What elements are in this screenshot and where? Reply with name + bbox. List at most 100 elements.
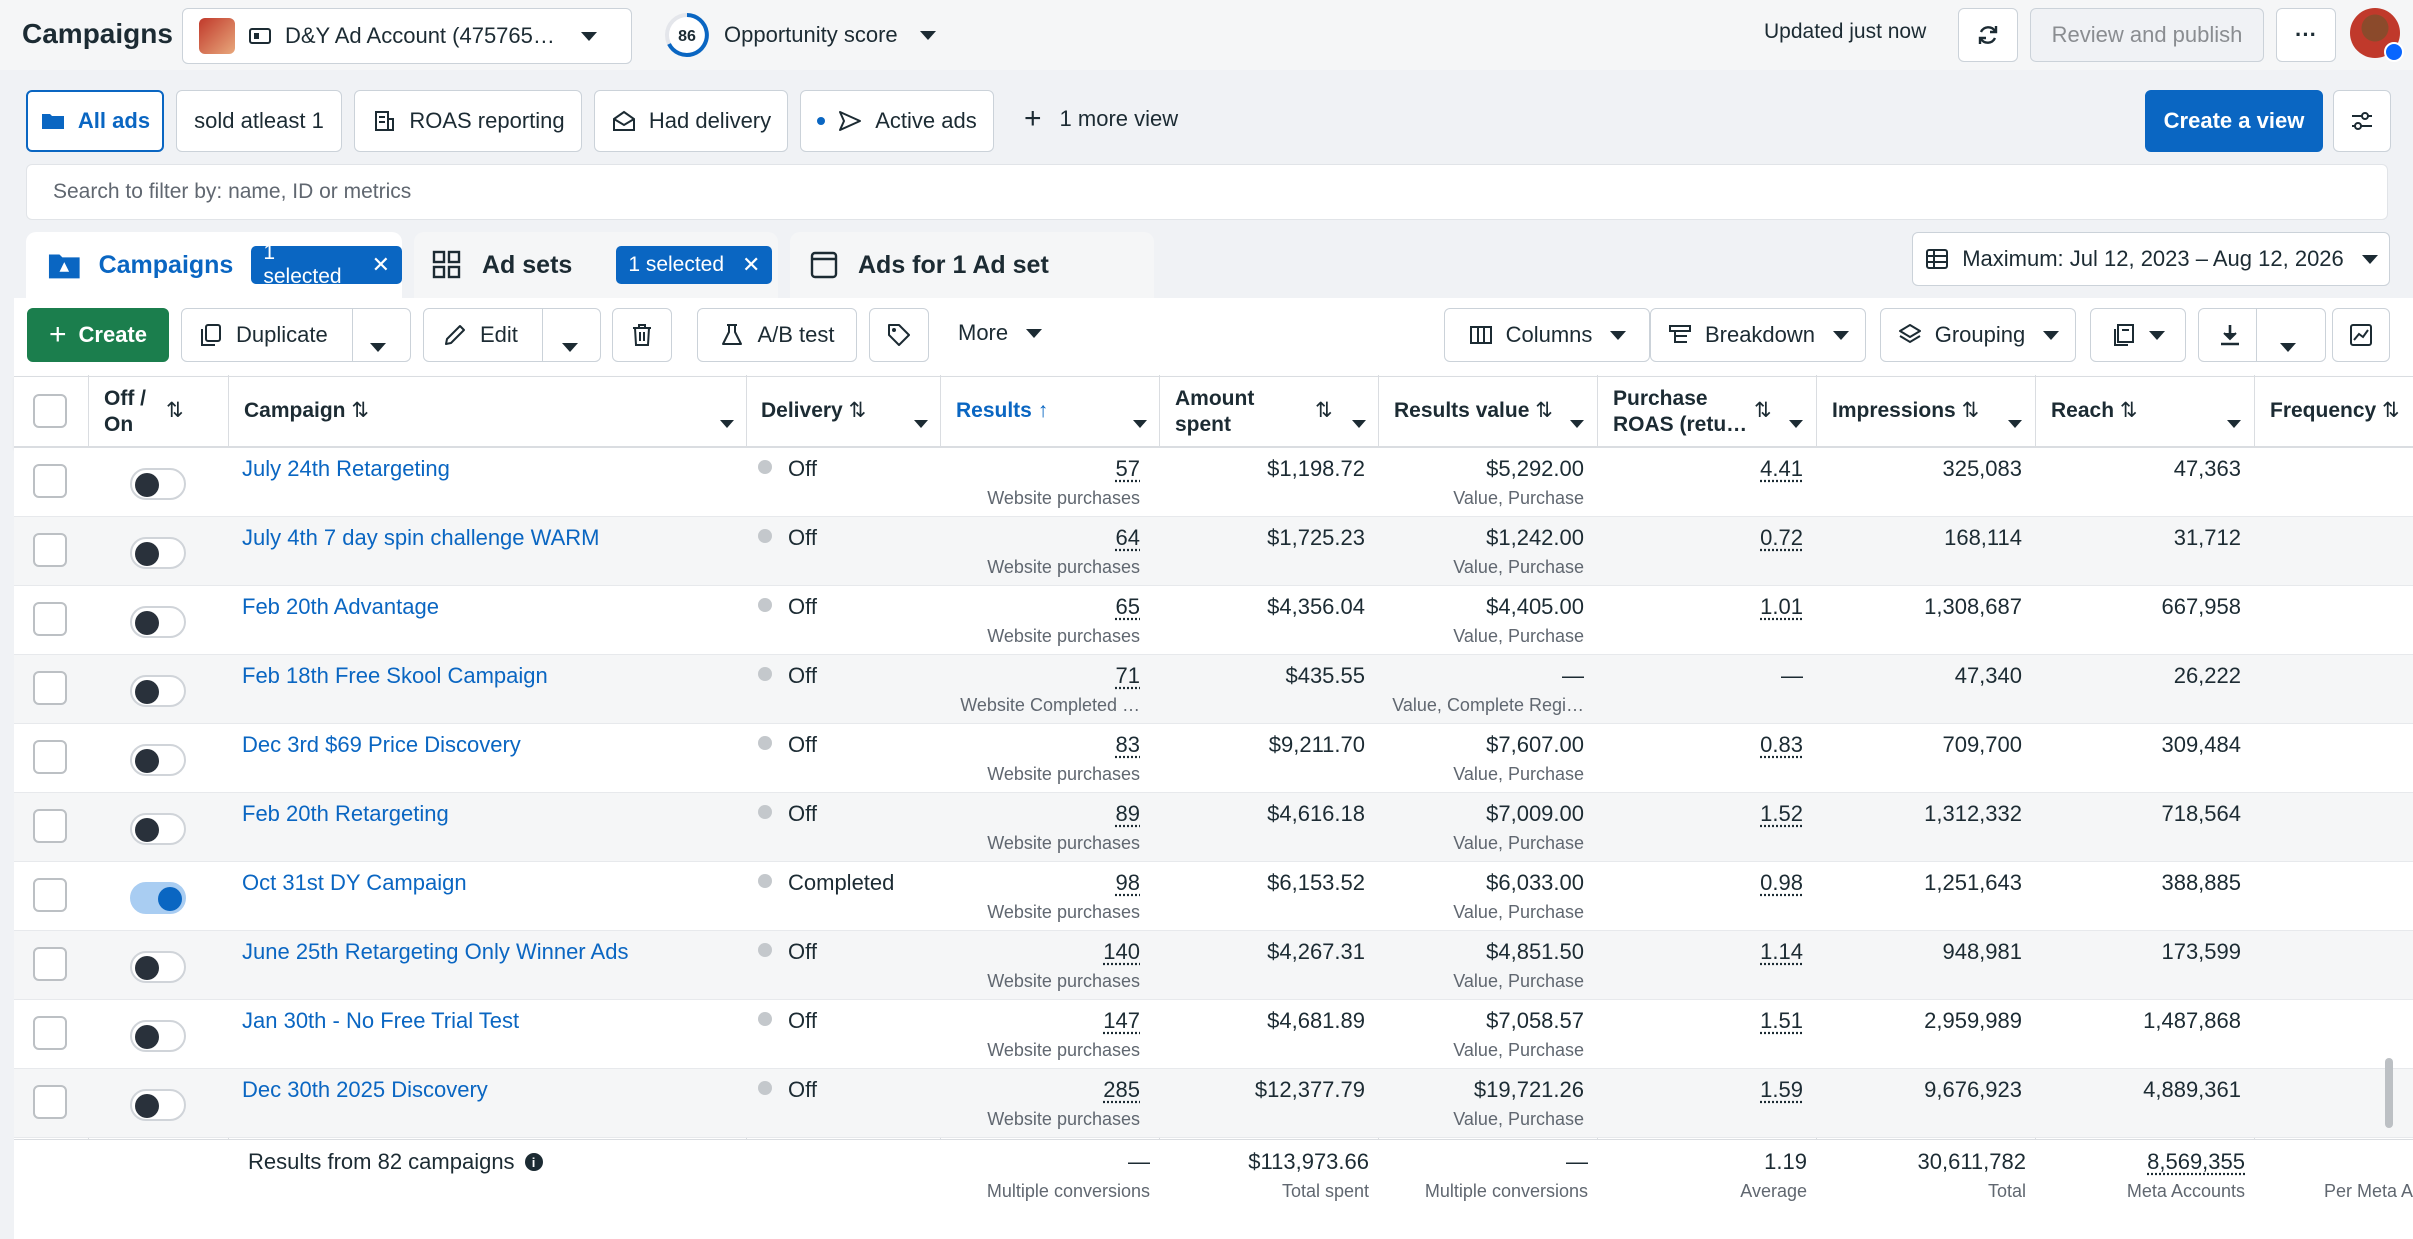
- row-checkbox[interactable]: [33, 1085, 67, 1119]
- export-button[interactable]: [2198, 308, 2326, 362]
- edit-button[interactable]: Edit: [423, 308, 601, 362]
- column-menu-icon[interactable]: [1570, 408, 1584, 434]
- table-row[interactable]: [14, 448, 2413, 517]
- vertical-scrollbar[interactable]: [2385, 1058, 2393, 1128]
- table-row[interactable]: [14, 862, 2413, 931]
- campaign-name-link[interactable]: Feb 20th Retargeting: [242, 801, 449, 826]
- tab-ad-sets[interactable]: Ad sets 1 selected ✕: [414, 232, 778, 298]
- campaign-toggle[interactable]: [130, 813, 186, 845]
- info-icon[interactable]: i: [524, 1153, 543, 1171]
- view-all-ads[interactable]: All ads: [26, 90, 164, 152]
- view-roas-reporting[interactable]: ROAS reporting: [354, 90, 582, 152]
- purchase-roas[interactable]: 0.83: [1760, 732, 1803, 757]
- campaign-toggle[interactable]: [130, 1020, 186, 1052]
- ab-test-button[interactable]: A/B test: [697, 308, 857, 362]
- header-results-value[interactable]: Results value ⇅: [1394, 398, 1553, 424]
- results-value[interactable]: 98: [1115, 870, 1140, 895]
- campaign-name-link[interactable]: July 4th 7 day spin challenge WARM: [242, 525, 600, 550]
- campaign-name-link[interactable]: Oct 31st DY Campaign: [242, 870, 467, 895]
- results-value[interactable]: 89: [1115, 801, 1140, 826]
- table-row[interactable]: [14, 1069, 2413, 1138]
- campaigns-selected-chip[interactable]: 1 selected ✕: [251, 241, 402, 288]
- campaign-toggle[interactable]: [130, 951, 186, 983]
- campaign-toggle[interactable]: [130, 468, 186, 500]
- sort-icon[interactable]: ⇅: [1754, 399, 1772, 422]
- results-value[interactable]: 64: [1115, 525, 1140, 550]
- row-checkbox[interactable]: [33, 947, 67, 981]
- column-menu-icon[interactable]: [720, 408, 734, 434]
- header-purchase-roas[interactable]: Purchase ROAS (retu…: [1613, 386, 1747, 438]
- campaign-name-link[interactable]: Dec 3rd $69 Price Discovery: [242, 732, 521, 757]
- purchase-roas[interactable]: 1.14: [1760, 939, 1803, 964]
- campaign-name-link[interactable]: Feb 18th Free Skool Campaign: [242, 663, 548, 688]
- campaign-toggle[interactable]: [130, 1089, 186, 1121]
- campaign-toggle[interactable]: [130, 675, 186, 707]
- campaign-name-link[interactable]: Jan 30th - No Free Trial Test: [242, 1008, 520, 1033]
- table-row[interactable]: [14, 517, 2413, 586]
- opportunity-score-button[interactable]: 86 Opportunity score: [664, 10, 936, 60]
- campaign-toggle[interactable]: [130, 606, 186, 638]
- adsets-selected-chip[interactable]: 1 selected ✕: [616, 246, 773, 284]
- purchase-roas[interactable]: 0.72: [1760, 525, 1803, 550]
- column-menu-icon[interactable]: [1133, 408, 1147, 434]
- select-all-checkbox[interactable]: [33, 394, 67, 428]
- view-active-ads[interactable]: Active ads: [800, 90, 994, 152]
- table-row[interactable]: [14, 931, 2413, 1000]
- charts-button[interactable]: [2332, 308, 2390, 362]
- row-checkbox[interactable]: [33, 809, 67, 843]
- row-checkbox[interactable]: [33, 1016, 67, 1050]
- view-sold-atleast-1[interactable]: sold atleast 1: [176, 90, 342, 152]
- row-checkbox[interactable]: [33, 602, 67, 636]
- more-views-button[interactable]: + 1 more view: [1024, 104, 1178, 134]
- close-icon[interactable]: ✕: [371, 252, 390, 277]
- refresh-button[interactable]: [1958, 8, 2018, 62]
- row-checkbox[interactable]: [33, 878, 67, 912]
- export-dropdown-button[interactable]: [2280, 332, 2296, 358]
- header-reach[interactable]: Reach ⇅: [2051, 398, 2137, 424]
- column-menu-icon[interactable]: [1352, 408, 1366, 434]
- sort-icon[interactable]: ⇅: [166, 399, 184, 422]
- results-value[interactable]: 71: [1115, 663, 1140, 688]
- more-actions-button[interactable]: More: [958, 320, 1043, 346]
- purchase-roas[interactable]: 0.98: [1760, 870, 1803, 895]
- summary-reach[interactable]: 8,569,355: [2147, 1149, 2245, 1174]
- row-checkbox[interactable]: [33, 464, 67, 498]
- purchase-roas[interactable]: 1.59: [1760, 1077, 1803, 1102]
- delete-button[interactable]: [612, 308, 672, 362]
- table-row[interactable]: [14, 724, 2413, 793]
- columns-button[interactable]: Columns: [1444, 308, 1650, 362]
- filter-search-box[interactable]: [26, 164, 2388, 220]
- table-row[interactable]: [14, 1000, 2413, 1069]
- results-value[interactable]: 140: [1103, 939, 1140, 964]
- close-icon[interactable]: ✕: [742, 252, 761, 277]
- create-button[interactable]: + Create: [27, 308, 169, 362]
- header-impressions[interactable]: Impressions ⇅: [1832, 398, 1979, 424]
- results-value[interactable]: 83: [1115, 732, 1140, 757]
- results-value[interactable]: 147: [1103, 1008, 1140, 1033]
- purchase-roas[interactable]: 4.41: [1760, 456, 1803, 481]
- column-menu-icon[interactable]: [914, 408, 928, 434]
- header-campaign[interactable]: Campaign ⇅: [244, 398, 369, 424]
- campaign-toggle[interactable]: [130, 537, 186, 569]
- purchase-roas[interactable]: 1.01: [1760, 594, 1803, 619]
- sort-icon[interactable]: ⇅: [1315, 399, 1333, 422]
- row-checkbox[interactable]: [33, 533, 67, 567]
- header-frequency[interactable]: Frequency ⇅: [2270, 398, 2400, 424]
- edit-dropdown-button[interactable]: [562, 332, 578, 358]
- reports-button[interactable]: [2090, 308, 2186, 362]
- purchase-roas[interactable]: 1.52: [1760, 801, 1803, 826]
- campaign-name-link[interactable]: Dec 30th 2025 Discovery: [242, 1077, 488, 1102]
- search-input[interactable]: [27, 165, 2387, 219]
- view-had-delivery[interactable]: Had delivery: [594, 90, 788, 152]
- header-results[interactable]: Results ↑: [956, 398, 1048, 424]
- row-checkbox[interactable]: [33, 740, 67, 774]
- column-menu-icon[interactable]: [2227, 408, 2241, 434]
- header-delivery[interactable]: Delivery ⇅: [761, 398, 866, 424]
- review-publish-button[interactable]: Review and publish: [2030, 8, 2264, 62]
- table-row[interactable]: [14, 586, 2413, 655]
- avatar[interactable]: [2350, 8, 2404, 62]
- view-settings-button[interactable]: [2333, 90, 2391, 152]
- date-range-picker[interactable]: Maximum: Jul 12, 2023 – Aug 12, 2026: [1912, 232, 2390, 286]
- header-amount-spent[interactable]: Amount spent: [1175, 386, 1254, 438]
- row-checkbox[interactable]: [33, 671, 67, 705]
